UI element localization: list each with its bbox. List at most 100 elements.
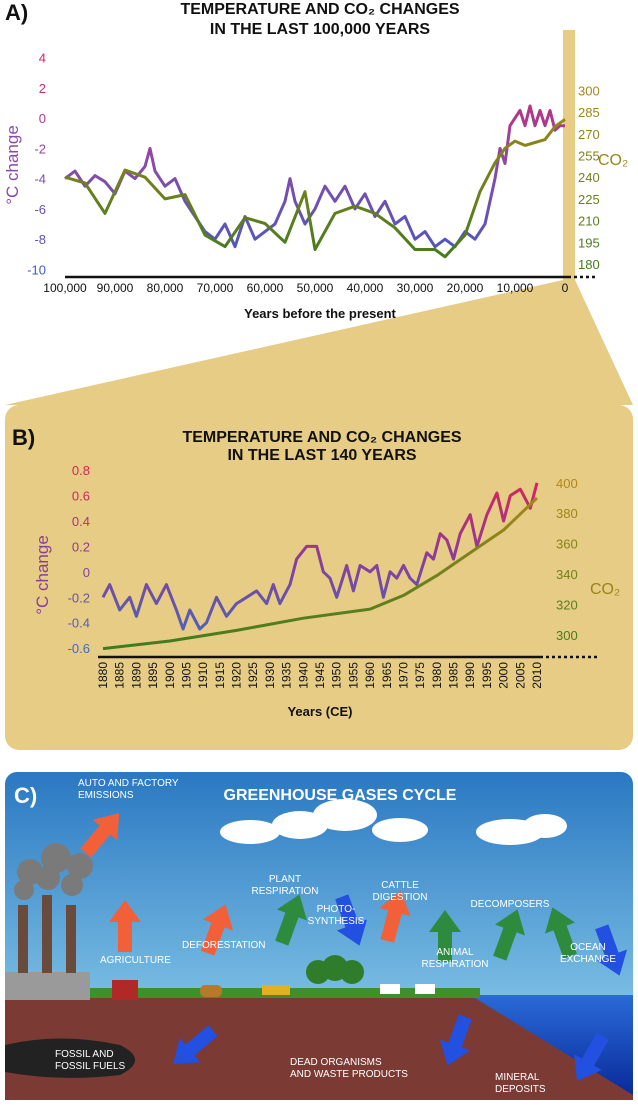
x-tick-label: 1950: [330, 662, 344, 689]
x-tick-label: 2000: [497, 662, 511, 689]
y2-tick-label: 255: [578, 149, 600, 164]
y-axis-label: °C change: [3, 125, 22, 205]
label-line: CATTLE: [381, 880, 419, 891]
x-tick-label: 1965: [380, 662, 394, 689]
label-line: EMISSIONS: [78, 790, 134, 801]
x-tick-label: 1910: [196, 662, 210, 689]
x-tick-label: 10,000: [497, 281, 534, 295]
chart-title: TEMPERATURE AND CO₂ CHANGES: [182, 429, 461, 446]
panel-label: B): [12, 425, 35, 450]
x-tick-label: 2005: [513, 662, 527, 689]
x-tick-label: 90,000: [97, 281, 134, 295]
y-tick-label: 2: [39, 81, 46, 96]
chimney: [42, 895, 52, 973]
label-line: ANIMAL: [436, 947, 474, 958]
y2-tick-label: 195: [578, 235, 600, 250]
label-line: DEFORESTATION: [182, 940, 266, 951]
x-tick-label: 1935: [280, 662, 294, 689]
cow: [380, 984, 400, 994]
grass: [5, 988, 480, 998]
x-tick-label: 1895: [146, 662, 160, 689]
hay: [200, 985, 222, 997]
diagram: C) GREENHOUSE GASES CYCLE AUTO AND FACTO…: [5, 772, 635, 1100]
x-tick-label: 1930: [263, 662, 277, 689]
label-line: RESPIRATION: [251, 886, 318, 897]
smoke: [61, 874, 83, 896]
label-line: DEPOSITS: [495, 1084, 546, 1095]
label-line: SYNTHESIS: [308, 916, 365, 927]
label-line: FOSSIL FUELS: [55, 1061, 126, 1072]
x-tick-label: 1945: [313, 662, 327, 689]
x-tick-label: 1905: [179, 662, 193, 689]
label-line: PLANT: [269, 874, 301, 885]
x-tick-label: 40,000: [347, 281, 384, 295]
x-tick-label: 1980: [430, 662, 444, 689]
x-tick-label: 2010: [530, 662, 544, 689]
y-axis-label: °C change: [33, 535, 52, 615]
smoke: [41, 843, 71, 873]
x-tick-label: 1960: [363, 662, 377, 689]
process-label: AUTO AND FACTORY EMISSIONS: [78, 778, 179, 801]
tree: [340, 960, 364, 984]
y-tick-label: 0: [39, 111, 46, 126]
y-tick-label: -2: [34, 141, 46, 156]
x-tick-label: 1995: [480, 662, 494, 689]
y-tick-label: -8: [34, 232, 46, 247]
y2-axis-label: CO₂: [598, 152, 628, 169]
y-tick-label: 0.8: [72, 463, 90, 478]
panel-label: C): [14, 783, 37, 808]
x-tick-label: 1970: [396, 662, 410, 689]
bulldozer: [262, 985, 290, 995]
smoke: [67, 853, 93, 879]
cloud: [220, 820, 280, 844]
y-tick-label: -6: [34, 202, 46, 217]
y2-tick-label: 210: [578, 214, 600, 229]
x-tick-label: 1975: [413, 662, 427, 689]
x-tick-label: 1890: [129, 662, 143, 689]
series-line: [102, 496, 539, 651]
label-line: EXCHANGE: [560, 954, 616, 965]
y2-tick-label: 300: [556, 628, 578, 643]
label-line: DECOMPOSERS: [471, 899, 550, 910]
process-label: DEAD ORGANISMS AND WASTE PRODUCTS: [290, 1057, 408, 1080]
y2-tick-label: 225: [578, 192, 600, 207]
x-axis-label: Years before the present: [244, 306, 396, 321]
x-tick-label: 1885: [113, 662, 127, 689]
y2-tick-label: 240: [578, 170, 600, 185]
label-line: DIGESTION: [372, 892, 427, 903]
label-line: AGRICULTURE: [100, 955, 171, 966]
cow: [415, 984, 435, 994]
process-label: PHOTO-SYNTHESIS: [308, 904, 365, 927]
panel-label: A): [5, 0, 28, 25]
y-tick-label: 0.4: [72, 514, 90, 529]
x-tick-label: 1990: [463, 662, 477, 689]
label-line: OCEAN: [570, 942, 606, 953]
cloud: [313, 799, 377, 831]
chart-title: IN THE LAST 100,000 YEARS: [210, 21, 431, 38]
x-tick-label: 1880: [96, 662, 110, 689]
chimney: [18, 905, 28, 973]
y-tick-label: 0.6: [72, 489, 90, 504]
x-tick-label: 60,000: [247, 281, 284, 295]
process-label: PLANT RESPIRATION: [251, 874, 318, 897]
label-line: DEAD ORGANISMS: [290, 1057, 382, 1068]
chimney: [66, 905, 76, 973]
x-tick-label: 1985: [447, 662, 461, 689]
x-tick-label: 80,000: [147, 281, 184, 295]
y2-tick-label: 285: [578, 105, 600, 120]
x-tick-label: 1915: [213, 662, 227, 689]
chart-title: IN THE LAST 140 YEARS: [227, 447, 416, 464]
process-label: AGRICULTURE: [100, 955, 171, 966]
label-line: AND WASTE PRODUCTS: [290, 1069, 408, 1080]
x-tick-label: 50,000: [297, 281, 334, 295]
x-tick-label: 1900: [163, 662, 177, 689]
x-tick-label: 1955: [346, 662, 360, 689]
smoke: [14, 880, 34, 900]
y-tick-label: -10: [27, 262, 46, 277]
x-tick-label: 100,000: [43, 281, 87, 295]
x-tick-label: 0: [562, 281, 569, 295]
